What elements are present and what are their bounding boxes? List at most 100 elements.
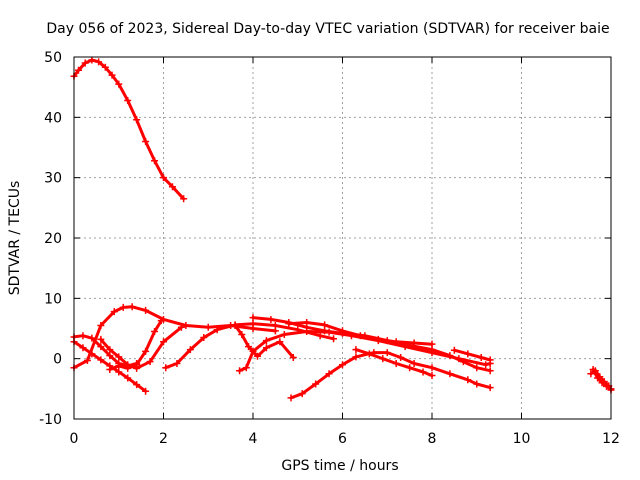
data-point (303, 318, 311, 326)
data-point (119, 303, 127, 311)
data-point (142, 137, 150, 145)
data-point (352, 353, 360, 361)
data-point (245, 343, 253, 351)
data-point (397, 353, 405, 361)
data-point (271, 321, 279, 329)
data-point (383, 349, 391, 357)
grid-lines (74, 57, 611, 419)
data-point (238, 331, 246, 339)
data-point (160, 174, 167, 182)
data-point (321, 327, 329, 335)
series-arc-e (106, 317, 165, 374)
data-point (133, 361, 141, 369)
data-point (124, 96, 132, 104)
data-point (339, 327, 346, 335)
data-point (428, 372, 436, 380)
data-point (285, 320, 293, 328)
data-point (115, 368, 123, 376)
data-point (473, 364, 481, 372)
data-point (157, 317, 165, 325)
data-point (587, 370, 595, 378)
data-point (142, 387, 150, 395)
y-tick-label: -10 (39, 412, 62, 428)
data-point (106, 346, 114, 354)
data-point (486, 367, 494, 375)
data-point (151, 328, 159, 336)
data-point (482, 361, 490, 369)
data-point (151, 157, 159, 165)
data-point (289, 353, 297, 361)
data-point (177, 323, 185, 331)
x-tick-label: 2 (159, 431, 168, 447)
data-point (142, 306, 150, 314)
data-point (428, 364, 436, 372)
data-point (365, 350, 373, 358)
x-tick-label: 4 (249, 431, 258, 447)
data-point (106, 366, 114, 374)
data-point (374, 335, 382, 343)
data-point (473, 380, 481, 388)
data-point (186, 346, 194, 354)
data-point (168, 183, 176, 191)
data-point (231, 321, 239, 329)
data-point (287, 394, 295, 402)
series-arc-h (231, 321, 297, 361)
data-point (486, 356, 494, 364)
y-tick-label: 30 (44, 171, 62, 187)
data-point (133, 116, 141, 124)
data-point (352, 346, 360, 354)
x-tick-label: 10 (513, 431, 531, 447)
data-point (356, 332, 364, 340)
data-point (276, 338, 284, 346)
data-point (464, 376, 472, 384)
data-point (213, 326, 221, 334)
data-point (450, 346, 458, 354)
series-arc-k (285, 318, 436, 348)
y-tick-label: 10 (44, 291, 62, 307)
data-point (79, 344, 87, 352)
data-point (97, 356, 105, 364)
axis-ticks: 0 2 4 6 8 10 12 -10 0 10 20 30 40 50 (39, 50, 620, 447)
x-tick-label: 0 (70, 431, 79, 447)
data-point (267, 315, 275, 323)
data-point (204, 323, 212, 331)
data-point (236, 367, 244, 375)
data-point (97, 335, 105, 343)
data-point (173, 359, 181, 367)
data-point (603, 382, 611, 390)
data-point (124, 374, 132, 382)
data-point (446, 370, 454, 378)
series-arc-m (352, 346, 436, 380)
data-point (392, 359, 400, 367)
data-point (95, 58, 103, 66)
series-arc-o (589, 366, 615, 393)
data-point (79, 332, 87, 340)
data-point (128, 303, 136, 311)
series-line (99, 325, 183, 370)
data-point (133, 381, 141, 389)
data-point (419, 368, 427, 376)
data-point (428, 340, 436, 348)
series-line (452, 348, 492, 362)
data-point (162, 364, 170, 372)
data-point (110, 308, 118, 316)
data-point (124, 364, 132, 372)
data-point (253, 352, 261, 360)
data-series (70, 56, 615, 402)
data-point (142, 347, 150, 355)
data-point (316, 332, 324, 340)
x-tick-label: 6 (338, 431, 347, 447)
data-point (182, 321, 190, 329)
data-point (410, 339, 418, 347)
data-point (321, 321, 329, 329)
data-point (88, 56, 96, 64)
data-point (262, 337, 270, 345)
data-point (97, 343, 105, 351)
x-tick-label: 8 (428, 431, 437, 447)
data-point (325, 370, 333, 378)
y-tick-label: 0 (53, 352, 62, 368)
y-tick-label: 40 (44, 110, 62, 126)
x-axis-label: GPS time / hours (281, 458, 398, 474)
data-point (160, 338, 167, 346)
data-point (97, 321, 105, 329)
